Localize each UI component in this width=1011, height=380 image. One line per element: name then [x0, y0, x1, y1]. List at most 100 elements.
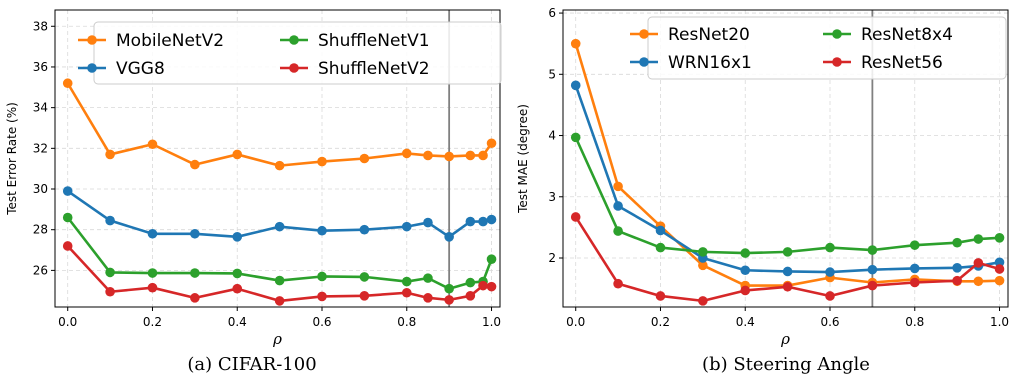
legend-item: ResNet8x4 — [823, 25, 953, 45]
data-point — [62, 212, 73, 223]
panel-steering-angle: 0.0 0.2 0.4 0.6 0.8 1.0 2 3 4 5 6 ρ Test MAE (degree… — [516, 6, 1009, 375]
x-tick-label: 0.0 — [58, 315, 77, 329]
series-line — [574, 136, 1000, 255]
data-point — [478, 280, 488, 291]
y-tick-label: 3 — [548, 190, 556, 204]
legend-label: MobileNetV2 — [116, 31, 224, 51]
data-point — [401, 287, 412, 298]
data-point — [698, 247, 708, 257]
data-point — [423, 273, 433, 283]
data-point — [973, 258, 984, 268]
plot-frame — [54, 9, 501, 308]
panel-caption: (b) Steering Angle — [702, 354, 870, 375]
x-tick-label: 0.0 — [566, 315, 585, 329]
legend: MobileNetV2 VGG8 ShuffleNetV1 ShuffleNetV2 — [78, 21, 502, 85]
data-point — [613, 201, 623, 211]
data-point — [274, 160, 285, 171]
data-point — [232, 268, 243, 279]
data-point — [105, 215, 115, 226]
series-shufflenetv1 — [62, 212, 497, 294]
legend: ResNet20 WRN16x1 ResNet8x4 ResNet56 — [630, 16, 1007, 80]
data-point — [62, 186, 73, 196]
legend-swatch-marker — [832, 29, 842, 39]
data-point — [655, 242, 666, 253]
data-point — [317, 291, 327, 302]
data-point — [994, 233, 1005, 243]
data-point — [952, 275, 962, 286]
data-point — [401, 276, 412, 287]
y-tick-label: 30 — [33, 182, 48, 196]
data-point — [655, 291, 666, 301]
data-point — [825, 267, 835, 277]
data-point — [740, 265, 751, 276]
legend-swatch-marker — [832, 57, 842, 67]
data-point — [147, 268, 158, 278]
data-point — [444, 151, 454, 162]
data-point — [486, 281, 497, 292]
data-point — [973, 234, 984, 244]
y-tick-label: 26 — [33, 263, 48, 277]
legend-item: ResNet20 — [630, 25, 750, 45]
panel-cifar100: 0.0 0.2 0.4 0.6 0.8 1.0 26 28 30 32 34 36 38 ρ Test Er… — [5, 9, 502, 375]
legend-label: ResNet8x4 — [861, 25, 953, 45]
data-point — [465, 291, 476, 301]
data-point — [147, 139, 158, 150]
y-tick-label: 32 — [33, 141, 48, 155]
y-axis-label: Test Error Rate (%) — [5, 102, 19, 216]
data-point — [782, 266, 793, 277]
data-point — [570, 212, 581, 222]
data-point — [274, 296, 285, 306]
y-tick-label: 38 — [33, 19, 48, 33]
x-tick-label: 0.6 — [820, 315, 839, 329]
data-point — [423, 217, 433, 228]
data-point — [613, 278, 623, 289]
data-point — [570, 132, 581, 143]
legend-box — [647, 16, 1007, 80]
y-tick-label: 28 — [33, 223, 48, 237]
data-point — [444, 295, 454, 305]
legend-label: ShuffleNetV2 — [318, 59, 430, 79]
data-point — [698, 296, 708, 306]
legend-swatch-marker — [87, 35, 97, 45]
legend-swatch-marker — [639, 29, 649, 39]
data-point — [232, 283, 243, 294]
data-point — [867, 280, 878, 291]
data-point — [698, 260, 708, 271]
data-point — [317, 271, 327, 282]
series-resnet8x4 — [570, 132, 1005, 258]
data-point — [570, 80, 581, 91]
legend-swatch-marker — [639, 57, 649, 67]
data-point — [486, 214, 497, 225]
legend-label: WRN16x1 — [668, 53, 752, 73]
data-point — [740, 285, 751, 296]
legend-item: ShuffleNetV2 — [280, 59, 430, 79]
data-point — [867, 245, 878, 255]
series-vgg8 — [62, 186, 497, 242]
data-point — [465, 277, 476, 288]
data-point — [317, 156, 327, 167]
x-axis-label: ρ — [272, 330, 282, 348]
panel-caption: (a) CIFAR-100 — [187, 354, 316, 375]
data-point — [486, 138, 497, 149]
data-point — [423, 293, 433, 303]
data-point — [825, 291, 835, 301]
data-point — [359, 291, 370, 301]
legend-item: VGG8 — [78, 59, 165, 79]
data-point — [655, 225, 666, 236]
data-point — [62, 241, 73, 251]
data-point — [909, 240, 920, 250]
data-point — [190, 268, 200, 278]
data-point — [825, 242, 835, 253]
data-point — [486, 254, 497, 264]
data-point — [359, 224, 370, 235]
data-point — [613, 226, 623, 236]
legend-label: ResNet56 — [861, 53, 943, 73]
data-point — [465, 216, 476, 227]
data-point — [423, 150, 433, 161]
legend-label: ShuffleNetV1 — [318, 31, 430, 51]
data-point — [994, 264, 1005, 274]
x-tick-label: 0.8 — [905, 315, 924, 329]
x-tick-label: 0.8 — [397, 315, 416, 329]
data-point — [994, 275, 1005, 286]
legend-swatch-marker — [289, 35, 299, 45]
